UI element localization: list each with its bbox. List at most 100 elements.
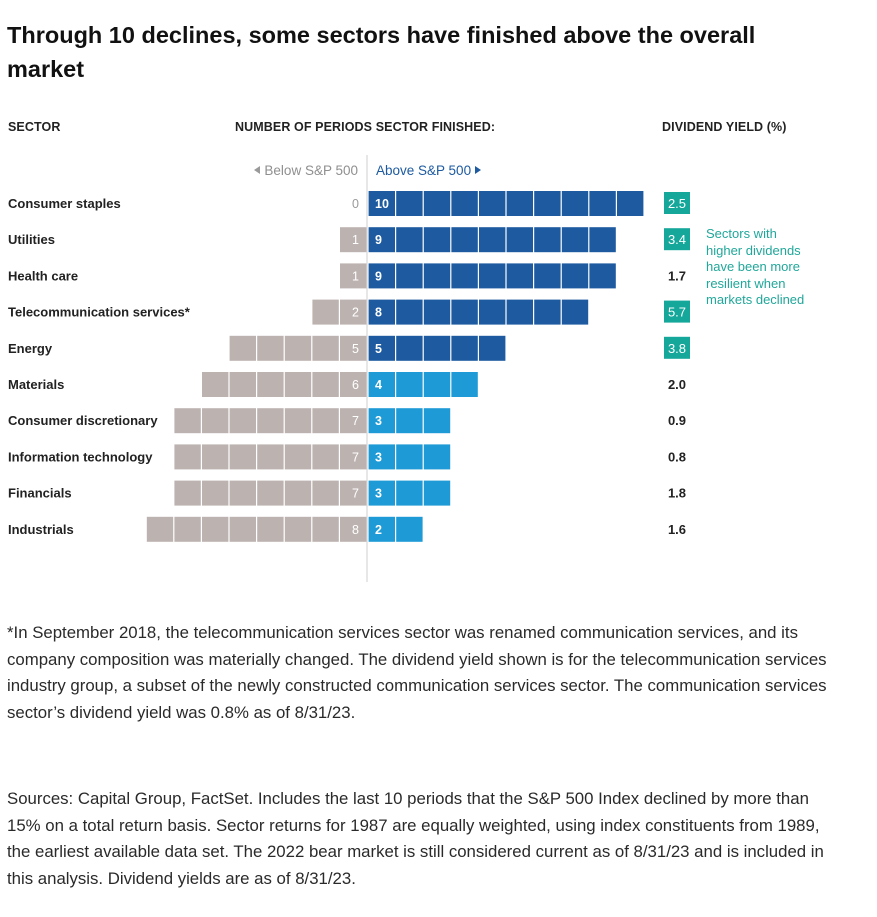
- above-bar-cell: [506, 299, 533, 325]
- above-bar-cell: [479, 335, 506, 361]
- above-bar-cell: [534, 227, 561, 253]
- above-bar-cell: [451, 335, 478, 361]
- above-count-label: 9: [375, 233, 382, 247]
- below-bar-cell: [257, 444, 284, 470]
- above-bar-cell: [396, 227, 423, 253]
- below-bar-cell: [284, 516, 312, 542]
- dividend-yield-highlight: [664, 228, 690, 251]
- above-bar-cell: [479, 191, 506, 216]
- above-bar-cell: [589, 191, 616, 216]
- above-bar-cell: [451, 299, 478, 325]
- dividend-yield-value: 2.0: [668, 377, 686, 392]
- above-bar-cell: [451, 263, 478, 289]
- below-bar-cell: [312, 480, 339, 506]
- below-sp500-label: Below S&P 500: [254, 163, 358, 178]
- below-bar-cell: [340, 372, 367, 397]
- below-bar-cell: [340, 227, 367, 253]
- above-bar-cell: [396, 191, 423, 216]
- above-bar-cell: [561, 227, 589, 253]
- below-bar-cell: [174, 408, 201, 434]
- dividend-yield-value: 2.5: [668, 196, 686, 211]
- above-bar-cell: [396, 263, 423, 289]
- below-bar-cell: [284, 408, 312, 434]
- below-bar-cell: [312, 335, 339, 361]
- above-bar-cell: [534, 263, 561, 289]
- chart-title: Through 10 declines, some sectors have f…: [7, 22, 756, 82]
- yield-column-header: DIVIDEND YIELD (%): [662, 120, 787, 134]
- above-bar-cell: [423, 335, 451, 361]
- below-bar-cell: [202, 516, 229, 542]
- above-bar-cell: [479, 299, 506, 325]
- below-count-label: 6: [352, 378, 359, 392]
- above-sp500-text: Above S&P 500: [376, 163, 472, 178]
- below-count-label: 0: [352, 197, 359, 211]
- sector-label: Materials: [8, 377, 64, 392]
- below-bar-cell: [229, 335, 256, 361]
- below-bar-cell: [174, 480, 201, 506]
- above-bar-cell: [589, 263, 616, 289]
- above-bar-cell: [423, 372, 451, 397]
- above-count-label: 4: [375, 378, 382, 392]
- below-count-label: 2: [352, 306, 359, 320]
- below-bar-cell: [312, 444, 339, 470]
- dividend-yield-value: 3.8: [668, 341, 686, 356]
- above-bar-cell: [451, 227, 478, 253]
- above-bar-cell: [451, 372, 478, 397]
- below-bar-cell: [284, 335, 312, 361]
- below-bar-cell: [340, 335, 367, 361]
- below-bar-cell: [202, 480, 229, 506]
- above-bar-cell: [479, 263, 506, 289]
- above-bar-cell: [396, 408, 423, 434]
- below-bar-cell: [340, 480, 367, 506]
- below-bar-cell: [340, 263, 367, 289]
- dividend-yield-value: 0.9: [668, 413, 686, 428]
- above-bar-cell: [534, 299, 561, 325]
- sector-periods-chart: Consumer staples 0 10 2.5 Utilities 1 9 3.4 Heal…: [8, 155, 690, 582]
- above-bar-cell: [368, 263, 395, 289]
- above-bar-cell: [368, 408, 395, 434]
- above-bar-cell: [368, 227, 395, 253]
- below-bar-cell: [340, 444, 367, 470]
- below-bar-cell: [257, 408, 284, 434]
- below-bar-cell: [202, 372, 229, 397]
- below-count-label: 7: [352, 487, 359, 501]
- above-bar-cell: [368, 516, 395, 542]
- below-count-label: 1: [352, 233, 359, 247]
- below-bar-cell: [202, 444, 229, 470]
- above-bar-cell: [617, 191, 644, 216]
- above-bar-cell: [368, 480, 395, 506]
- sector-label: Utilities: [8, 232, 55, 247]
- above-bar-cell: [423, 444, 451, 470]
- below-bar-cell: [257, 335, 284, 361]
- callout-note: Sectors with higher dividends have been …: [706, 226, 805, 308]
- above-bar-cell: [589, 227, 616, 253]
- above-bar-cell: [396, 516, 423, 542]
- below-bar-cell: [340, 408, 367, 434]
- below-bar-cell: [146, 516, 174, 542]
- below-bar-cell: [174, 444, 201, 470]
- above-bar-cell: [506, 263, 533, 289]
- above-bar-cell: [451, 191, 478, 216]
- above-bar-cell: [561, 191, 589, 216]
- above-bar-cell: [396, 372, 423, 397]
- above-bar-cell: [506, 191, 533, 216]
- below-bar-cell: [284, 444, 312, 470]
- above-bar-cell: [368, 444, 395, 470]
- below-bar-cell: [284, 372, 312, 397]
- dividend-yield-value: 3.4: [668, 232, 686, 247]
- above-sp500-label: Above S&P 500: [376, 163, 482, 178]
- footnote-sources: Sources: Capital Group, FactSet. Include…: [7, 789, 824, 888]
- sector-label: Telecommunication services*: [8, 305, 191, 320]
- dividend-yield-value: 5.7: [668, 305, 686, 320]
- below-bar-cell: [257, 372, 284, 397]
- sector-label: Industrials: [8, 522, 74, 537]
- footnote-telecom: *In September 2018, the telecommunicatio…: [7, 623, 827, 722]
- above-bar-cell: [423, 263, 451, 289]
- dividend-yield-value: 0.8: [668, 449, 686, 464]
- dividend-yield-value: 1.7: [668, 268, 686, 283]
- dividend-yield-value: 1.6: [668, 522, 686, 537]
- below-bar-cell: [229, 444, 256, 470]
- above-bar-cell: [506, 227, 533, 253]
- above-bar-cell: [561, 263, 589, 289]
- above-bar-cell: [396, 480, 423, 506]
